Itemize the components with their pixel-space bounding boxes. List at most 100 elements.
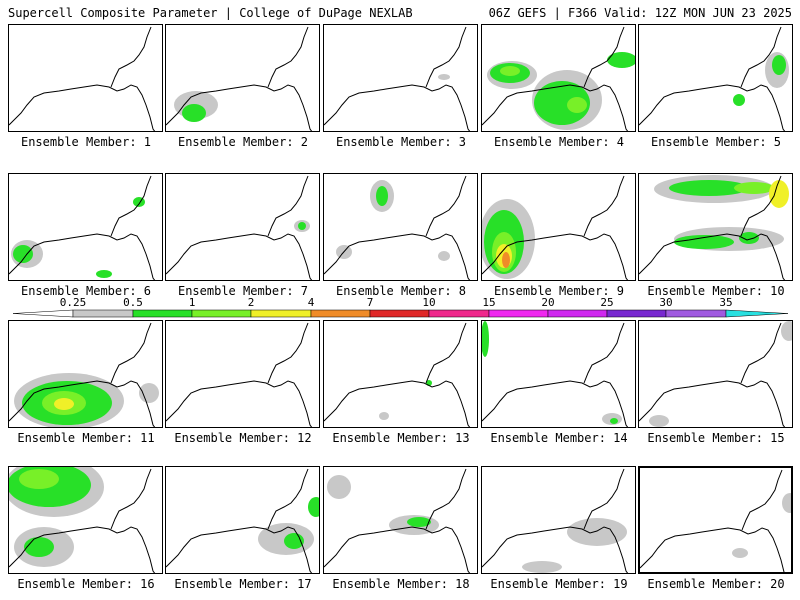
ensemble-map-panel [481, 24, 636, 132]
ensemble-member-label: Ensemble Member: 13 [332, 431, 470, 445]
ensemble-map-panel [638, 173, 793, 281]
contour-fill [133, 197, 145, 207]
page-title: Supercell Composite Parameter | College … [8, 6, 413, 20]
contour-fill [327, 475, 351, 499]
contour-fill [733, 94, 745, 106]
ensemble-member-label: Ensemble Member: 8 [335, 284, 467, 298]
map-field [482, 26, 635, 131]
ensemble-map-panel [165, 320, 320, 428]
ensemble-member-label: Ensemble Member: 3 [335, 135, 467, 149]
ensemble-member-label: Ensemble Member: 17 [174, 577, 312, 591]
map-field [166, 322, 313, 427]
contour-fill [54, 398, 74, 410]
coastline [425, 26, 467, 88]
coastline [110, 175, 152, 237]
ensemble-member-label: Ensemble Member: 12 [174, 431, 312, 445]
colorbar-tick-label: 0.5 [123, 296, 143, 309]
contour-fill [308, 497, 319, 517]
coastline [482, 233, 629, 280]
colorbar-tick-label: 20 [541, 296, 555, 309]
valid-time: 06Z GEFS | F366 Valid: 12Z MON JUN 23 20… [488, 6, 792, 20]
colorbar-tick-label: 15 [482, 296, 496, 309]
map-field [324, 322, 471, 427]
coastline [9, 84, 156, 131]
contour-fill [734, 182, 774, 194]
coastline [110, 468, 152, 530]
ensemble-member-label: Ensemble Member: 6 [20, 284, 152, 298]
ensemble-map-panel [165, 24, 320, 132]
ensemble-map-panel [323, 173, 478, 281]
contour-fill [482, 321, 489, 357]
contour-fill [376, 186, 388, 206]
colorbar-segment [250, 309, 312, 318]
colorbar-segment [72, 309, 134, 318]
map-field [166, 175, 313, 280]
ensemble-member-label: Ensemble Member: 15 [647, 431, 785, 445]
ensemble-member-label: Ensemble Member: 9 [493, 284, 625, 298]
map-field [324, 26, 471, 131]
ensemble-map-panel [323, 320, 478, 428]
ensemble-map-panel [165, 466, 320, 574]
coastline [324, 380, 471, 427]
colorbar-tick-label: 25 [600, 296, 614, 309]
contour-fill [674, 235, 734, 249]
contour-fill [24, 537, 54, 557]
ensemble-map-panel [481, 466, 636, 574]
ensemble-member-label: Ensemble Member: 2 [177, 135, 309, 149]
coastline [740, 175, 782, 237]
contour-fill [781, 321, 792, 341]
ensemble-map-panel [8, 320, 163, 428]
colorbar-segment [191, 309, 252, 318]
contour-fill [669, 180, 749, 196]
ensemble-map-panel [8, 466, 163, 574]
ensemble-member-label: Ensemble Member: 19 [490, 577, 628, 591]
contour-fill [567, 518, 627, 546]
ensemble-member-label: Ensemble Member: 5 [650, 135, 782, 149]
coastline [425, 322, 467, 384]
colorbar-left-arrow [12, 309, 74, 318]
ensemble-map-panel [638, 320, 793, 428]
coastline [482, 526, 629, 573]
colorbar [12, 309, 789, 318]
map-field [639, 321, 792, 427]
colorbar-segment [665, 309, 727, 318]
coastline [110, 322, 152, 384]
contour-fill [182, 104, 206, 122]
map-field [9, 26, 156, 131]
map-field [9, 322, 159, 427]
ensemble-member-label: Ensemble Member: 14 [490, 431, 628, 445]
coastline [639, 380, 786, 427]
coastline [425, 175, 467, 237]
map-field [9, 467, 156, 573]
coastline [740, 322, 782, 384]
ensemble-member-label: Ensemble Member: 16 [17, 577, 155, 591]
ensemble-member-label: Ensemble Member: 11 [17, 431, 155, 445]
coastline [425, 468, 467, 530]
map-field [482, 175, 629, 280]
map-field [324, 175, 471, 280]
ensemble-map-panel [323, 24, 478, 132]
coastline [639, 84, 786, 131]
coastline [267, 175, 309, 237]
contour-fill [500, 66, 520, 76]
colorbar-tick-label: 7 [366, 296, 374, 309]
colorbar-segment [132, 309, 193, 318]
coastline [267, 468, 309, 530]
map-field [9, 175, 156, 280]
coastline [324, 84, 471, 131]
map-field [324, 468, 471, 573]
contour-fill [534, 81, 590, 125]
colorbar-tick-label: 10 [422, 296, 436, 309]
colorbar-segment [310, 309, 371, 318]
colorbar-tick-label: 0.25 [59, 296, 87, 309]
contour-fill [610, 418, 618, 424]
ensemble-map-panel [8, 24, 163, 132]
contour-fill [139, 383, 159, 403]
map-field [166, 468, 319, 573]
contour-fill [567, 97, 587, 113]
contour-fill [739, 232, 759, 244]
ensemble-map-panel [481, 173, 636, 281]
contour-fill [522, 561, 562, 573]
coastline [583, 468, 625, 530]
colorbar-right-arrow [725, 309, 789, 318]
